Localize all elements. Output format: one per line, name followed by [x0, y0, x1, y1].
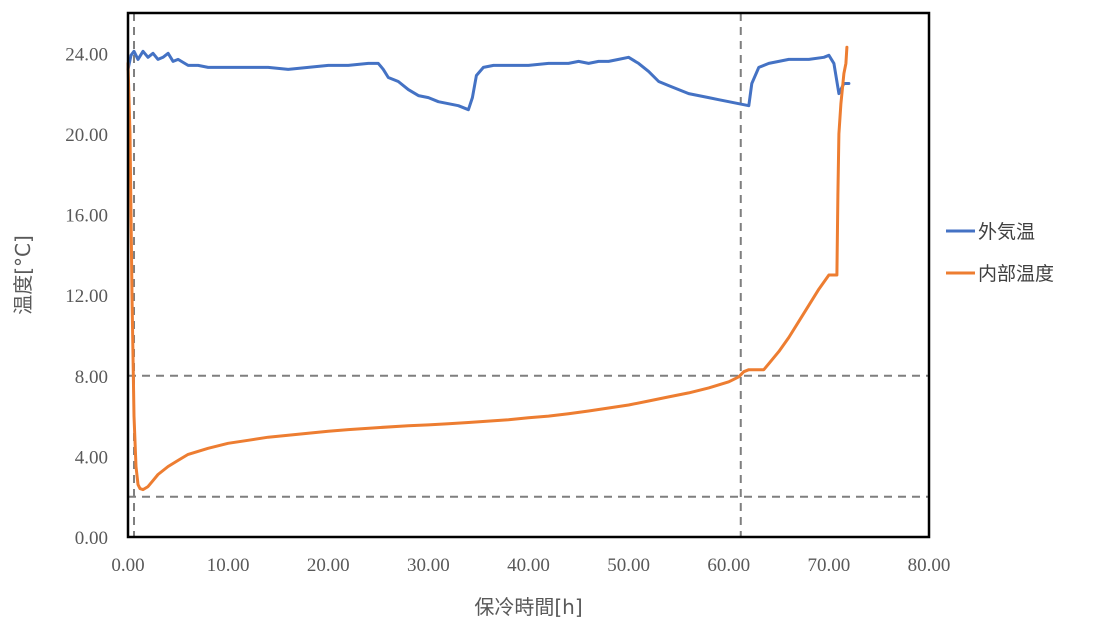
y-tick-label: 0.00	[75, 528, 108, 549]
y-axis-ticks: 0.00 4.00 8.00 12.00 16.00 20.00 24.00	[65, 44, 108, 549]
series-line-2	[126, 45, 849, 492]
x-tick-label: 30.00	[407, 555, 450, 576]
x-tick-label: 60.00	[707, 555, 750, 576]
y-tick-label: 12.00	[65, 286, 108, 307]
x-axis-ticks: 0.00 10.00 20.00 30.00 40.00 50.00 60.00 70.00 8…	[111, 555, 950, 576]
x-axis-title: 保冷時間[h]	[474, 595, 582, 619]
y-axis-title: 温度[°C]	[11, 235, 35, 315]
series-line-1	[126, 49, 851, 112]
legend-label: 外気温	[978, 221, 1035, 243]
x-tick-label: 70.00	[808, 555, 851, 576]
y-tick-label: 4.00	[75, 447, 108, 468]
x-tick-label: 20.00	[307, 555, 350, 576]
y-tick-label: 20.00	[65, 125, 108, 146]
x-tick-label: 50.00	[607, 555, 650, 576]
x-tick-label: 10.00	[207, 555, 250, 576]
plot-area-frame	[126, 11, 931, 539]
y-tick-label: 8.00	[75, 367, 108, 388]
legend-label: 内部温度	[978, 263, 1054, 285]
y-tick-label: 16.00	[65, 206, 108, 227]
x-tick-label: 0.00	[111, 555, 144, 576]
x-tick-label: 80.00	[908, 555, 951, 576]
series-layer	[126, 45, 851, 492]
reference-lines	[128, 13, 929, 537]
x-tick-label: 40.00	[507, 555, 550, 576]
y-tick-label: 24.00	[65, 44, 108, 65]
